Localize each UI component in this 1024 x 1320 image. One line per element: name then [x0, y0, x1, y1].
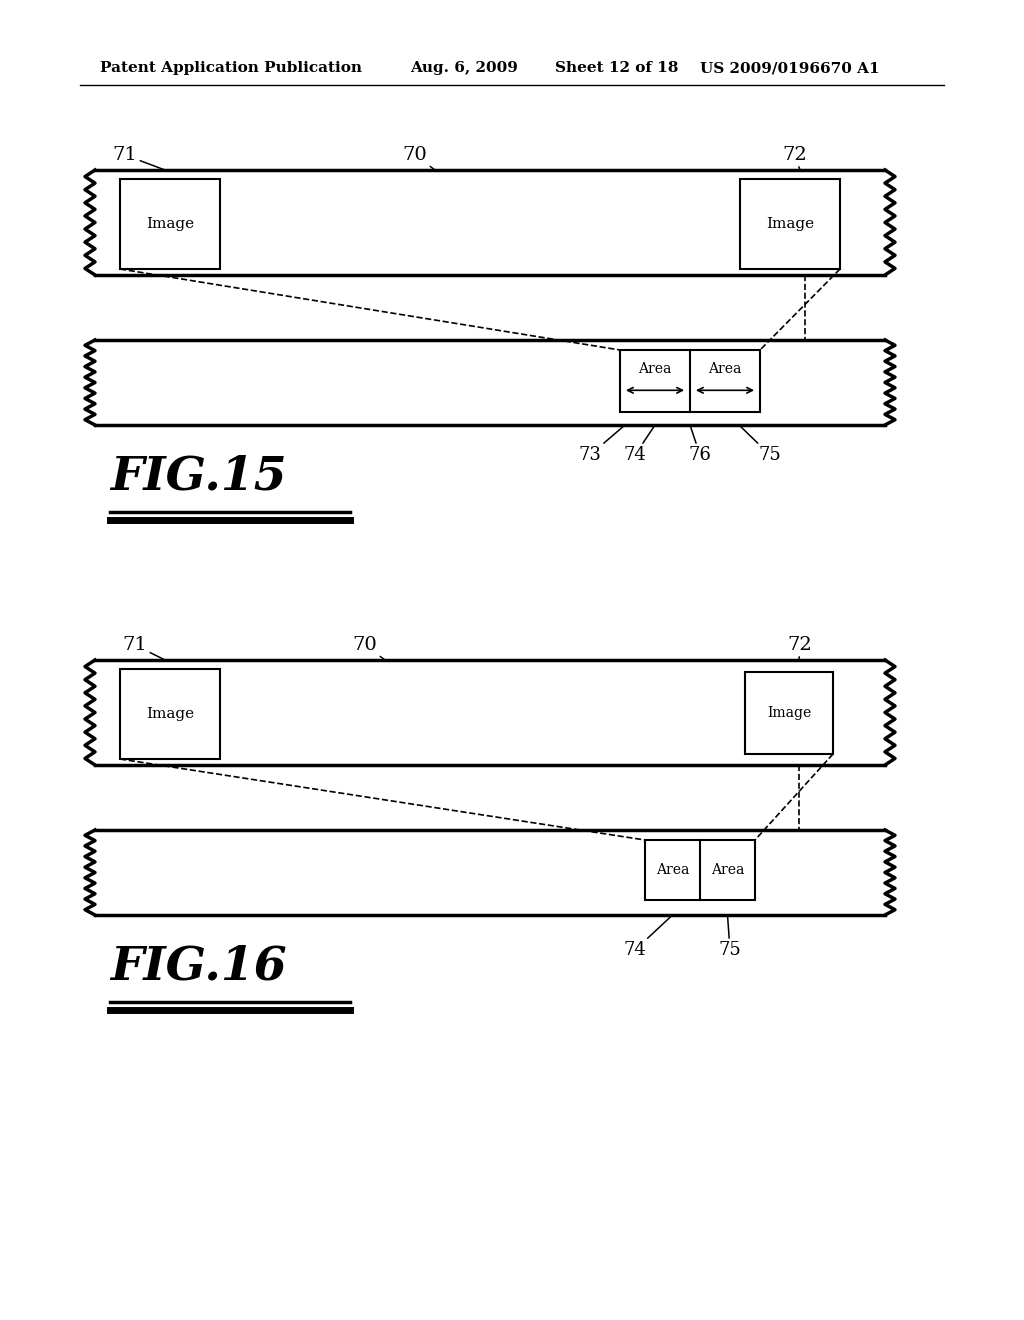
Text: Image: Image	[146, 708, 195, 721]
Text: 76: 76	[688, 425, 712, 465]
Text: Area: Area	[655, 863, 689, 876]
Text: US 2009/0196670 A1: US 2009/0196670 A1	[700, 61, 880, 75]
Bar	[740, 180, 840, 269]
Text: 70: 70	[402, 147, 435, 170]
Bar	[120, 669, 220, 759]
Text: Area: Area	[711, 863, 744, 876]
Text: 75: 75	[739, 425, 781, 465]
Text: FIG.16: FIG.16	[110, 944, 287, 990]
Text: 74: 74	[624, 915, 673, 960]
Text: Area: Area	[709, 362, 741, 376]
Bar	[620, 350, 760, 412]
Text: 72: 72	[787, 636, 812, 660]
Text: Image: Image	[767, 706, 811, 719]
Text: 71: 71	[113, 147, 165, 170]
Text: Sheet 12 of 18: Sheet 12 of 18	[555, 61, 679, 75]
Bar	[645, 840, 755, 900]
Text: Image: Image	[766, 216, 814, 231]
Text: 72: 72	[782, 147, 807, 170]
Text: 75: 75	[719, 915, 741, 960]
Text: Patent Application Publication: Patent Application Publication	[100, 61, 362, 75]
Bar	[745, 672, 833, 754]
Text: 74: 74	[624, 425, 655, 465]
Text: 73: 73	[579, 425, 625, 465]
Text: 71: 71	[123, 636, 165, 660]
Text: Area: Area	[638, 362, 672, 376]
Text: FIG.15: FIG.15	[110, 454, 287, 500]
Text: Aug. 6, 2009: Aug. 6, 2009	[410, 61, 518, 75]
Text: Image: Image	[146, 216, 195, 231]
Bar	[120, 180, 220, 269]
Text: 70: 70	[352, 636, 385, 660]
